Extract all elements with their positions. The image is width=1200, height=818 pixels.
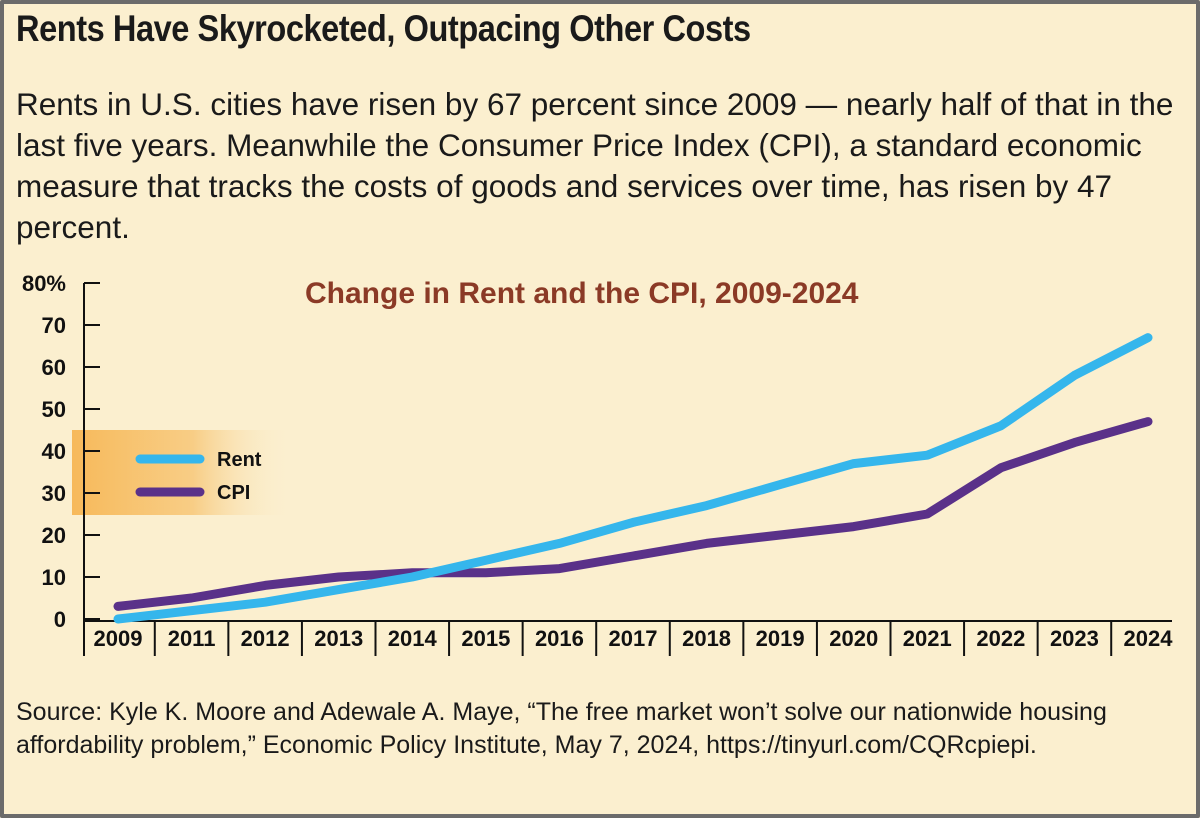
x-tick-label: 2012 <box>241 626 290 651</box>
x-tick-label: 2021 <box>903 626 952 651</box>
x-tick-label: 2017 <box>609 626 658 651</box>
x-tick-label: 2024 <box>1124 626 1174 651</box>
x-tick-label: 2013 <box>314 626 363 651</box>
x-tick-label: 2020 <box>829 626 878 651</box>
page-title: Rents Have Skyrocketed, Outpacing Other … <box>16 8 751 49</box>
x-tick-label: 2009 <box>94 626 143 651</box>
series-line-rent <box>113 333 1153 624</box>
y-tick-label: 50 <box>42 397 66 422</box>
y-tick-label: 10 <box>42 565 66 590</box>
x-tick-label: 2022 <box>976 626 1025 651</box>
legend-label-rent: Rent <box>217 449 262 471</box>
legend: Rent CPI <box>135 449 262 504</box>
x-tick-label: 2014 <box>388 626 438 651</box>
chart-title: Change in Rent and the CPI, 2009-2024 <box>305 277 859 310</box>
x-tick-label: 2016 <box>535 626 584 651</box>
x-tick-label: 2018 <box>682 626 731 651</box>
y-tick-label: 30 <box>42 481 66 506</box>
y-tick-label: 20 <box>42 523 66 548</box>
y-tick-label: 0 <box>54 607 66 632</box>
series-line-cpi <box>113 417 1153 611</box>
y-tick-label: 80% <box>22 271 66 296</box>
x-tick-label: 2011 <box>168 626 216 651</box>
series-group <box>113 333 1153 624</box>
y-tick-label: 70 <box>42 313 66 338</box>
x-tick-label: 2015 <box>461 626 510 651</box>
y-tick-label: 40 <box>42 439 66 464</box>
legend-band <box>72 430 292 515</box>
y-tick-label: 60 <box>42 355 66 380</box>
source-note: Source: Kyle K. Moore and Adewale A. May… <box>16 698 1107 759</box>
x-tick-label: 2023 <box>1050 626 1099 651</box>
x-tick-label: 2019 <box>756 626 805 651</box>
legend-label-cpi: CPI <box>217 482 250 504</box>
y-axis: 0 10 20 30 40 50 60 70 80% <box>22 271 100 632</box>
x-axis: 2009 2011 2012 2013 2014 2015 2016 2017 2018 2019… <box>83 620 1174 656</box>
intro-paragraph: Rents in U.S. cities have risen by 67 pe… <box>16 86 1174 245</box>
